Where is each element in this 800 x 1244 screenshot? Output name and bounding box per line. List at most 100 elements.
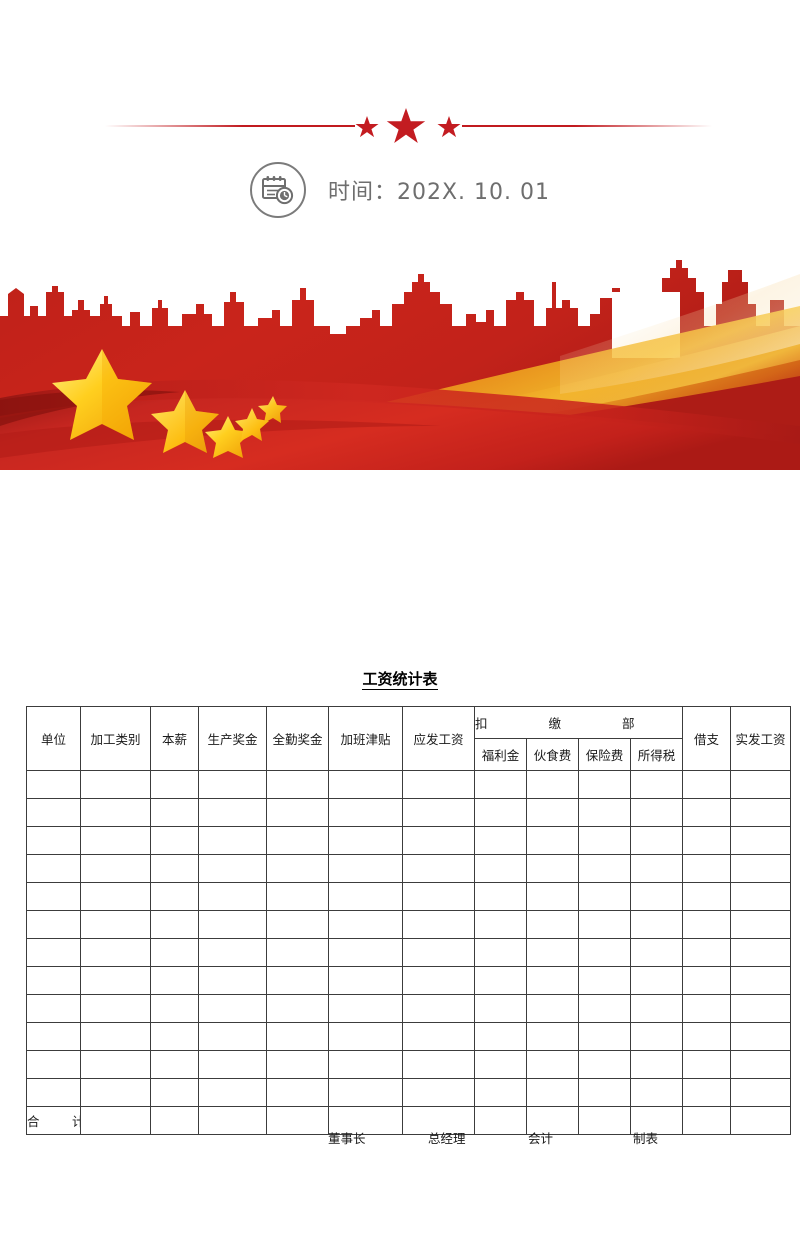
table-cell[interactable] — [682, 966, 732, 995]
total-cell[interactable] — [730, 1106, 792, 1135]
table-cell[interactable] — [80, 798, 151, 827]
table-cell[interactable] — [266, 994, 329, 1023]
table-cell[interactable] — [730, 938, 792, 967]
table-cell[interactable] — [266, 770, 329, 799]
table-cell[interactable] — [80, 994, 151, 1023]
table-cell[interactable] — [402, 1022, 475, 1051]
total-cell[interactable] — [198, 1106, 267, 1135]
table-cell[interactable] — [578, 910, 631, 939]
table-cell[interactable] — [578, 826, 631, 855]
table-cell[interactable] — [150, 882, 199, 911]
table-cell[interactable] — [328, 1078, 403, 1107]
table-cell[interactable] — [402, 1050, 475, 1079]
table-cell[interactable] — [629, 966, 684, 995]
table-cell[interactable] — [150, 938, 199, 967]
table-cell[interactable] — [266, 854, 329, 883]
table-cell[interactable] — [26, 798, 81, 827]
table-cell[interactable] — [328, 854, 403, 883]
table-cell[interactable] — [198, 994, 267, 1023]
table-cell[interactable] — [198, 910, 267, 939]
table-cell[interactable] — [402, 910, 475, 939]
table-cell[interactable] — [80, 966, 151, 995]
table-cell[interactable] — [730, 1050, 792, 1079]
table-cell[interactable] — [402, 966, 475, 995]
table-cell[interactable] — [402, 798, 475, 827]
table-cell[interactable] — [629, 1022, 684, 1051]
table-cell[interactable] — [474, 1022, 527, 1051]
table-cell[interactable] — [474, 854, 527, 883]
table-cell[interactable] — [150, 1050, 199, 1079]
table-cell[interactable] — [402, 994, 475, 1023]
table-cell[interactable] — [26, 910, 81, 939]
total-cell[interactable] — [328, 1106, 403, 1135]
table-cell[interactable] — [266, 938, 329, 967]
table-cell[interactable] — [402, 1078, 475, 1107]
table-cell[interactable] — [198, 1022, 267, 1051]
table-cell[interactable] — [26, 882, 81, 911]
table-cell[interactable] — [150, 1078, 199, 1107]
table-cell[interactable] — [26, 966, 81, 995]
table-cell[interactable] — [328, 938, 403, 967]
table-cell[interactable] — [578, 854, 631, 883]
table-cell[interactable] — [150, 1022, 199, 1051]
table-cell[interactable] — [682, 994, 732, 1023]
table-cell[interactable] — [578, 770, 631, 799]
table-cell[interactable] — [402, 770, 475, 799]
total-cell[interactable] — [402, 1106, 475, 1135]
table-cell[interactable] — [266, 910, 329, 939]
table-cell[interactable] — [474, 966, 527, 995]
table-cell[interactable] — [730, 882, 792, 911]
table-cell[interactable] — [526, 910, 579, 939]
table-cell[interactable] — [80, 910, 151, 939]
table-cell[interactable] — [328, 798, 403, 827]
table-cell[interactable] — [730, 994, 792, 1023]
table-cell[interactable] — [80, 826, 151, 855]
table-cell[interactable] — [526, 882, 579, 911]
table-cell[interactable] — [266, 882, 329, 911]
table-cell[interactable] — [150, 966, 199, 995]
total-cell[interactable] — [526, 1106, 579, 1135]
table-cell[interactable] — [526, 1078, 579, 1107]
table-cell[interactable] — [629, 770, 684, 799]
table-cell[interactable] — [526, 770, 579, 799]
table-cell[interactable] — [730, 1078, 792, 1107]
table-cell[interactable] — [198, 882, 267, 911]
table-cell[interactable] — [150, 798, 199, 827]
total-cell[interactable] — [150, 1106, 199, 1135]
table-cell[interactable] — [328, 910, 403, 939]
table-cell[interactable] — [402, 854, 475, 883]
table-cell[interactable] — [578, 1078, 631, 1107]
table-cell[interactable] — [402, 882, 475, 911]
table-cell[interactable] — [150, 826, 199, 855]
total-cell[interactable] — [578, 1106, 631, 1135]
table-cell[interactable] — [80, 770, 151, 799]
table-cell[interactable] — [328, 966, 403, 995]
table-cell[interactable] — [578, 938, 631, 967]
table-cell[interactable] — [578, 1022, 631, 1051]
table-cell[interactable] — [198, 854, 267, 883]
table-cell[interactable] — [26, 854, 81, 883]
table-cell[interactable] — [80, 1050, 151, 1079]
table-cell[interactable] — [730, 770, 792, 799]
table-cell[interactable] — [328, 1050, 403, 1079]
table-cell[interactable] — [682, 938, 732, 967]
table-cell[interactable] — [266, 798, 329, 827]
table-cell[interactable] — [474, 938, 527, 967]
table-cell[interactable] — [526, 1022, 579, 1051]
table-cell[interactable] — [730, 910, 792, 939]
table-cell[interactable] — [682, 1050, 732, 1079]
table-cell[interactable] — [26, 1022, 81, 1051]
table-cell[interactable] — [26, 1050, 81, 1079]
table-cell[interactable] — [150, 994, 199, 1023]
table-cell[interactable] — [526, 994, 579, 1023]
table-cell[interactable] — [198, 1050, 267, 1079]
table-cell[interactable] — [26, 770, 81, 799]
table-cell[interactable] — [402, 938, 475, 967]
table-cell[interactable] — [682, 1078, 732, 1107]
table-cell[interactable] — [266, 966, 329, 995]
table-cell[interactable] — [629, 938, 684, 967]
total-cell[interactable] — [629, 1106, 684, 1135]
table-cell[interactable] — [266, 826, 329, 855]
table-cell[interactable] — [682, 826, 732, 855]
table-cell[interactable] — [682, 854, 732, 883]
